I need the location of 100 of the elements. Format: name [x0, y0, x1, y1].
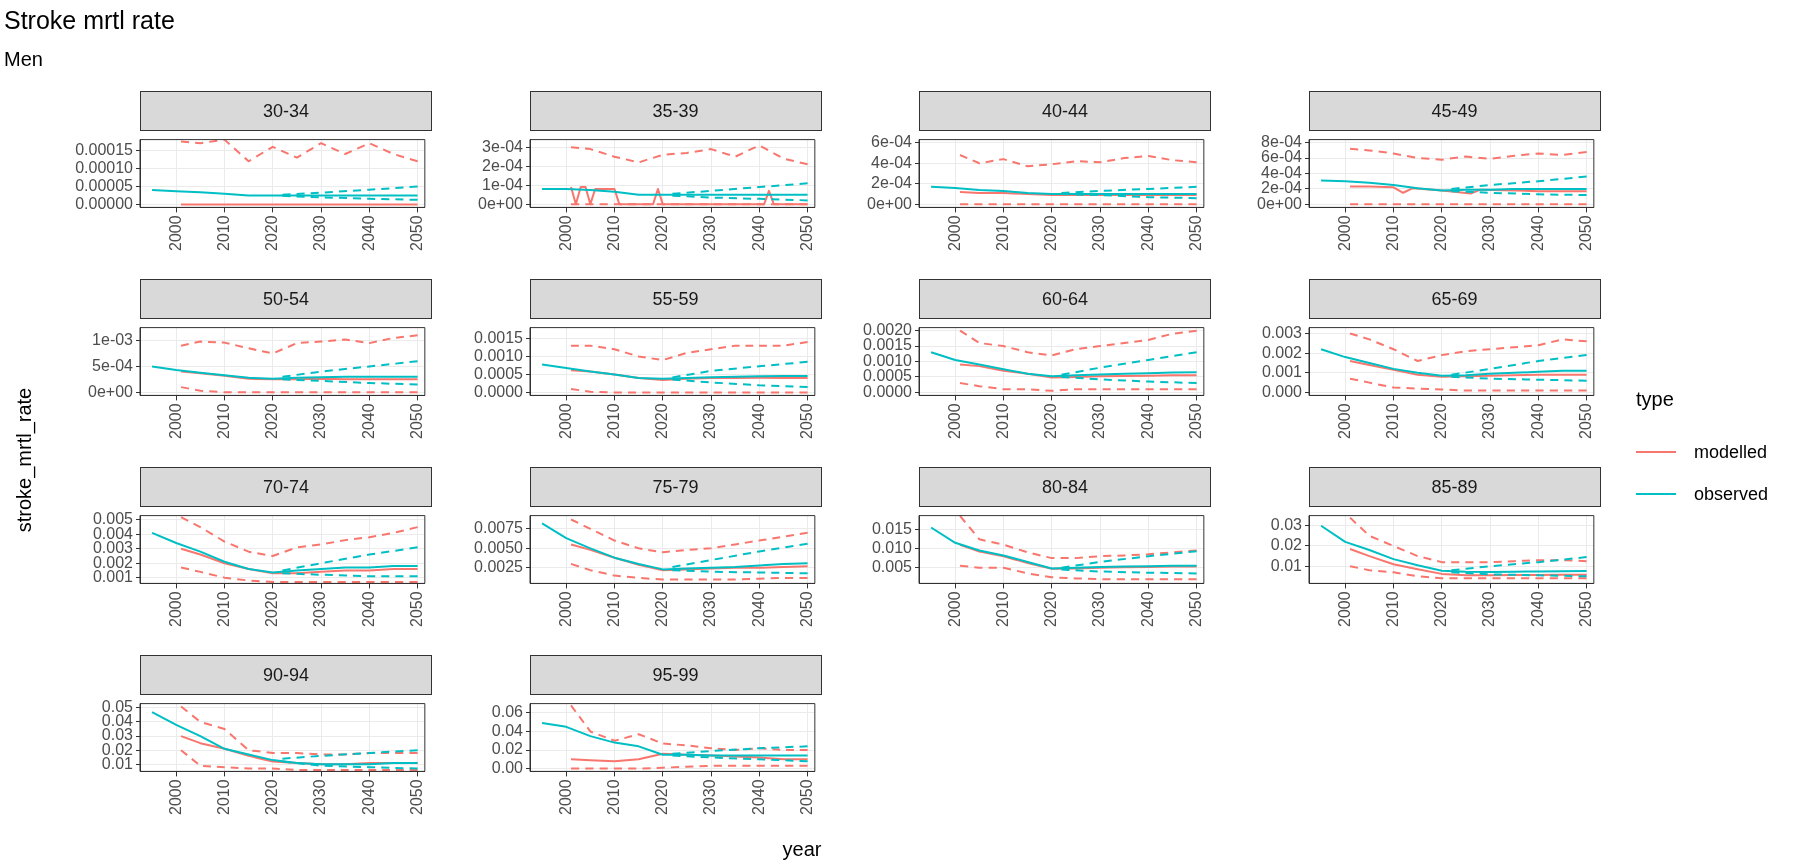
- y-tick-label: 0.0005: [473, 364, 523, 382]
- x-tick-label: 2030: [700, 403, 718, 439]
- x-tick-label: 2010: [993, 403, 1011, 439]
- y-tick-label: 0e+00: [1256, 194, 1302, 212]
- x-tick-label: 2040: [1138, 215, 1156, 251]
- chart-title: 90-94: [140, 655, 432, 695]
- x-tick-label: 2000: [556, 779, 574, 815]
- x-tick-label: 2040: [359, 403, 377, 439]
- chart-title: 30-34: [140, 91, 432, 131]
- y-tick-label: 1e-03: [92, 330, 134, 348]
- y-tick-label: 0.000: [1261, 382, 1302, 400]
- x-tick-label: 2040: [359, 779, 377, 815]
- x-tick-label: 2040: [1528, 591, 1546, 627]
- x-tick-label: 2050: [797, 215, 815, 251]
- x-tick-label: 2010: [1383, 403, 1401, 439]
- chart-title: 45-49: [1308, 91, 1601, 131]
- y-tick-label: 0e+00: [477, 194, 523, 212]
- y-tick-label: 5e-04: [92, 356, 134, 374]
- x-tick-label: 2010: [604, 779, 622, 815]
- x-tick-label: 2050: [408, 215, 425, 251]
- chart-title: 40-44: [919, 91, 1211, 131]
- y-tick-label: 0.06: [491, 703, 523, 721]
- x-tick-label: 2020: [1431, 403, 1449, 439]
- y-tick-label: 0.03: [1270, 516, 1302, 534]
- chart-title: 60-64: [919, 279, 1211, 319]
- y-tick-label: 0.0025: [473, 558, 523, 576]
- x-tick-label: 2000: [166, 403, 184, 439]
- legend-title: type: [1636, 388, 1675, 411]
- y-tick-label: 0.0000: [473, 382, 523, 400]
- y-tick-label: 0.010: [871, 538, 913, 556]
- y-tick-label: 0.00000: [75, 194, 134, 212]
- x-tick-label: 2050: [1187, 591, 1204, 627]
- x-tick-label: 2010: [993, 591, 1011, 627]
- y-tick-label: 0.0050: [473, 538, 523, 556]
- x-tick-label: 2030: [700, 779, 718, 815]
- y-tick-label: 0.0015: [473, 328, 523, 346]
- x-tick-label: 2050: [408, 403, 425, 439]
- x-tick-label: 2000: [166, 591, 184, 627]
- x-tick-label: 2050: [797, 779, 815, 815]
- y-tick-label: 0.04: [491, 721, 523, 739]
- x-tick-label: 2000: [556, 215, 574, 251]
- x-tick-label: 2040: [749, 403, 767, 439]
- text: Men: [4, 48, 43, 71]
- x-tick-label: 2030: [1479, 591, 1497, 627]
- y-tick-label: 0.00: [491, 759, 523, 777]
- x-tick-label: 2020: [1431, 591, 1449, 627]
- x-tick-label: 2050: [1187, 215, 1204, 251]
- y-tick-label: 0.0020: [863, 321, 913, 339]
- y-tick-label: 0.0000: [863, 382, 913, 400]
- x-tick-label: 2030: [1479, 215, 1497, 251]
- x-tick-label: 2010: [993, 215, 1011, 251]
- chart-title: 85-89: [1308, 467, 1601, 507]
- x-tick-label: 2000: [945, 591, 963, 627]
- x-tick-label: 2010: [214, 591, 232, 627]
- x-tick-label: 2050: [1576, 591, 1594, 627]
- y-tick-label: 0.001: [92, 568, 134, 586]
- x-tick-label: 2020: [652, 591, 670, 627]
- y-tick-label: 2e-04: [481, 156, 523, 174]
- x-tick-label: 2040: [749, 215, 767, 251]
- y-tick-label: 2e-04: [1260, 179, 1302, 197]
- x-tick-label: 2040: [1528, 215, 1546, 251]
- x-tick-label: 2030: [700, 215, 718, 251]
- y-tick-label: 0.0010: [863, 351, 913, 369]
- y-tick-label: 0.00005: [75, 176, 134, 194]
- y-tick-label: 0.005: [871, 558, 913, 576]
- x-axis-title: year: [782, 838, 822, 861]
- x-tick-label: 2020: [652, 403, 670, 439]
- x-tick-label: 2000: [1335, 403, 1353, 439]
- chart-title: 80-84: [919, 467, 1211, 507]
- x-tick-label: 2000: [166, 215, 184, 251]
- legend-label: modelled: [1694, 441, 1768, 463]
- chart-title: 95-99: [529, 655, 822, 695]
- chart-title: 55-59: [529, 279, 822, 319]
- legend-label: observed: [1694, 483, 1769, 505]
- x-tick-label: 2020: [263, 779, 281, 815]
- y-tick-label: 3e-04: [481, 137, 523, 155]
- x-tick-label: 2000: [945, 215, 963, 251]
- x-tick-label: 2000: [556, 403, 574, 439]
- x-tick-label: 2000: [556, 591, 574, 627]
- x-tick-label: 2050: [797, 403, 815, 439]
- x-tick-label: 2000: [945, 403, 963, 439]
- x-tick-label: 2050: [1187, 403, 1204, 439]
- y-tick-label: 0.0010: [473, 346, 523, 364]
- x-tick-label: 2050: [1576, 403, 1594, 439]
- x-tick-label: 2040: [1138, 591, 1156, 627]
- x-tick-label: 2040: [1528, 403, 1546, 439]
- y-tick-label: 4e-04: [1260, 163, 1302, 181]
- y-tick-label: 0.0005: [863, 367, 913, 385]
- x-tick-label: 2000: [1335, 591, 1353, 627]
- x-tick-label: 2010: [604, 591, 622, 627]
- chart-title: 70-74: [140, 467, 432, 507]
- y-tick-label: 0.00015: [75, 140, 134, 158]
- x-tick-label: 2050: [408, 779, 425, 815]
- chart-title: 75-79: [529, 467, 822, 507]
- x-tick-label: 2020: [652, 215, 670, 251]
- x-tick-label: 2010: [604, 403, 622, 439]
- y-tick-label: 6e-04: [1260, 148, 1302, 166]
- x-tick-label: 2030: [1090, 215, 1108, 251]
- x-tick-label: 2030: [700, 591, 718, 627]
- x-tick-label: 2010: [1383, 215, 1401, 251]
